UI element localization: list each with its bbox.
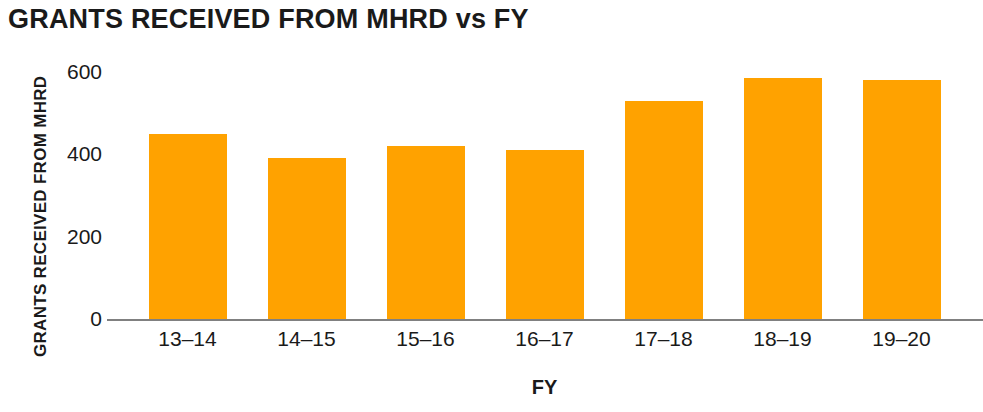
x-axis-title: FY <box>128 376 961 399</box>
bar-17–18 <box>625 101 703 319</box>
y-tick-label: 400 <box>67 142 102 166</box>
bar-18–19 <box>744 78 822 319</box>
x-tick-label: 18–19 <box>723 327 842 351</box>
bar-16–17 <box>506 150 584 319</box>
y-tick-label: 0 <box>90 307 102 331</box>
bar-14–15 <box>268 158 346 319</box>
x-tick-label: 16–17 <box>485 327 604 351</box>
bar-chart: GRANTS RECEIVED FROM MHRD vs FY GRANTS R… <box>0 0 983 412</box>
bar-19–20 <box>863 80 941 319</box>
y-tick-label: 600 <box>67 60 102 84</box>
bar-slot <box>485 150 604 319</box>
x-tick-label: 15–16 <box>366 327 485 351</box>
x-tick-label: 19–20 <box>842 327 961 351</box>
chart-title: GRANTS RECEIVED FROM MHRD vs FY <box>8 2 529 36</box>
bar-slot <box>247 158 366 319</box>
y-axis-tick-labels: 0200400600 <box>0 72 102 319</box>
plot-area <box>107 72 983 321</box>
bar-slot <box>366 146 485 319</box>
bar-slot <box>128 134 247 319</box>
x-tick-label: 14–15 <box>247 327 366 351</box>
x-axis-tick-labels: 13–1414–1515–1616–1717–1818–1919–20 <box>107 327 983 351</box>
bar-slot <box>604 101 723 319</box>
bar-slot <box>723 78 842 319</box>
y-tick-label: 200 <box>67 224 102 248</box>
bar-13–14 <box>149 134 227 319</box>
x-tick-label: 17–18 <box>604 327 723 351</box>
bar-15–16 <box>387 146 465 319</box>
x-tick-label: 13–14 <box>128 327 247 351</box>
bar-slot <box>842 80 961 319</box>
